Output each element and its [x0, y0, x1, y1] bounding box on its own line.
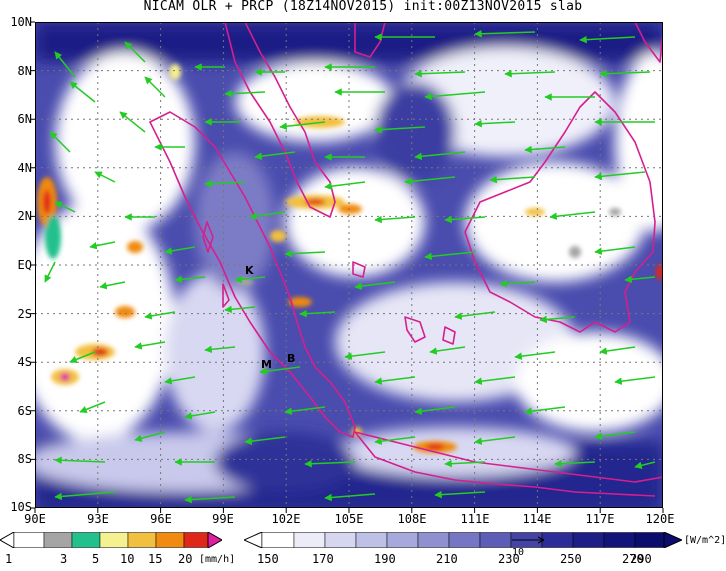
precip-colorbar: [0, 532, 222, 548]
bangka-island: [404, 316, 426, 343]
lon-label: 90E: [24, 512, 46, 526]
lon-label: 105E: [334, 512, 364, 526]
lon-label: 96E: [150, 512, 172, 526]
belitung-island: [442, 326, 456, 345]
lat-label: 4S: [17, 355, 32, 369]
philippines-coast: [634, 22, 663, 63]
precip-unit: [mm/h]: [199, 554, 236, 565]
lat-label: 4N: [17, 161, 32, 175]
lon-label: 120E: [645, 512, 675, 526]
olr-tick-label: 290: [630, 552, 652, 566]
lon-label: 111E: [460, 512, 490, 526]
lat-label: 6S: [17, 404, 32, 418]
coastlines: [149, 22, 663, 497]
java-south-coast: [354, 431, 656, 497]
precip-tick-label: 20: [178, 552, 193, 566]
olr-tick-label: 210: [436, 552, 458, 566]
precip-tick-label: 5: [92, 552, 100, 566]
olr-tick-label: 190: [374, 552, 396, 566]
west-coast-islands: [202, 221, 230, 308]
olr-tick-label: 150: [257, 552, 279, 566]
lat-label: EQ: [17, 258, 32, 272]
lat-label: 10S: [10, 500, 32, 514]
java-coast: [354, 431, 663, 483]
malay-peninsula-coast: [224, 22, 336, 218]
lon-label: 102E: [271, 512, 301, 526]
site-label-b: B: [287, 352, 295, 365]
figure-title: NICAM OLR + PRCP (18Z14NOV2015) init:00Z…: [143, 0, 583, 14]
olr-tick-label: 170: [312, 552, 334, 566]
riau-islands: [352, 261, 366, 278]
olr-tick-label: 250: [560, 552, 582, 566]
lon-label: 117E: [585, 512, 615, 526]
olr-colorbar: [244, 532, 682, 548]
lon-label: 114E: [522, 512, 552, 526]
lat-label: 6N: [17, 112, 32, 126]
precip-tick-label: 3: [60, 552, 68, 566]
sumatra-coast: [149, 111, 356, 438]
site-label-k: K: [245, 264, 254, 277]
lat-label: 10N: [10, 15, 32, 29]
olr-tick-label: 230: [498, 552, 520, 566]
olr-precip-map: K M B: [35, 22, 663, 508]
wind-vectors: [44, 30, 656, 504]
borneo-coast: [464, 91, 656, 333]
map-frame: [35, 22, 663, 508]
olr-tick-label: 270: [622, 552, 644, 566]
lon-label: 99E: [212, 512, 234, 526]
precip-tick-label: 1: [5, 552, 13, 566]
olr-unit: [W/m^2]: [684, 535, 726, 546]
precip-tick-label: 10: [120, 552, 135, 566]
lat-label: 8N: [17, 64, 32, 78]
lon-label: 93E: [87, 512, 109, 526]
lat-label: 2N: [17, 209, 32, 223]
precip-tick-label: 15: [148, 552, 163, 566]
site-label-m: M: [261, 358, 272, 371]
lat-label: 8S: [17, 452, 32, 466]
olr-tick-label: 10: [512, 547, 525, 558]
site-markers: K M B: [245, 264, 295, 371]
lat-label: 2S: [17, 307, 32, 321]
lon-label: 108E: [397, 512, 427, 526]
